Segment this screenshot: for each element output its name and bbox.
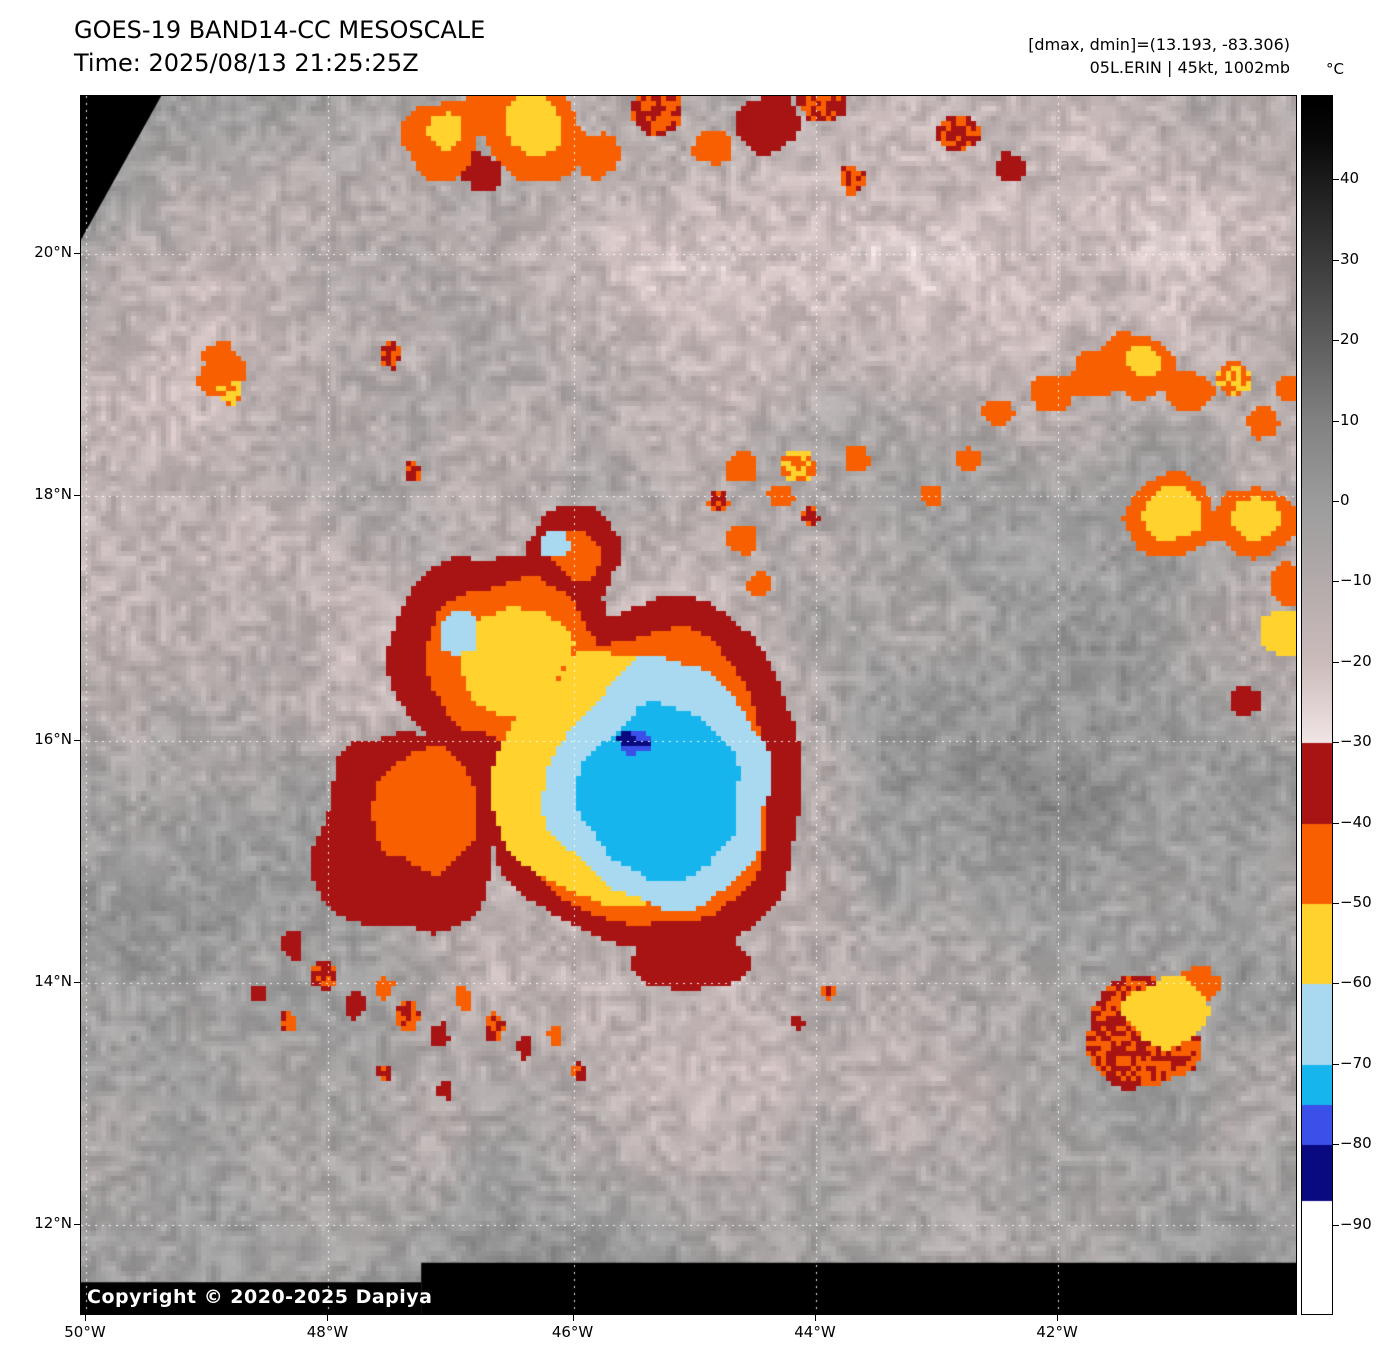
satellite-map: Copyright © 2020-2025 Dapiya [80,95,1297,1315]
colorbar-tick-mark [1333,822,1339,824]
colorbar-tick-mark [1333,420,1339,422]
colorbar-tick-mark [1333,1224,1339,1226]
colorbar-tick-label: 30 [1340,249,1360,268]
colorbar-tick-mark [1333,661,1339,663]
lat-tick-label: 12°N [34,1213,72,1232]
colorbar-tick-label: −30 [1340,732,1372,751]
colorbar-tick-mark [1333,983,1339,985]
lat-tick-mark [74,252,80,254]
product-title: GOES-19 BAND14-CC MESOSCALE [74,16,486,44]
colorbar-tick-label: 40 [1340,169,1360,188]
colorbar-tick-mark [1333,1144,1339,1146]
colorbar-tick-mark [1333,179,1339,181]
colorbar-unit-label: °C [1326,60,1344,78]
lon-tick-label: 46°W [551,1323,594,1341]
colorbar-tick-label: −10 [1340,571,1372,590]
lat-tick-mark [74,740,80,742]
lat-tick-label: 18°N [34,484,72,503]
header-info: [dmax, dmin]=(13.193, -83.306) 05L.ERIN … [1028,33,1290,79]
colorbar-tick-mark [1333,340,1339,342]
lon-tick-mark [84,1315,86,1321]
lat-tick-label: 14°N [34,971,72,990]
storm-info-label: 05L.ERIN | 45kt, 1002mb [1089,58,1290,77]
lon-tick-mark [1057,1315,1059,1321]
lon-tick-mark [572,1315,574,1321]
lon-tick-label: 42°W [1036,1323,1078,1341]
colorbar-tick-label: −20 [1340,651,1372,670]
colorbar-tick-label: −40 [1340,812,1372,831]
lat-tick-mark [74,1223,80,1225]
lat-tick-label: 20°N [34,242,72,261]
lon-tick-label: 48°W [306,1323,349,1341]
lon-tick-label: 44°W [794,1323,836,1341]
dmax-dmin-label: [dmax, dmin]=(13.193, -83.306) [1028,35,1290,54]
colorbar-tick-mark [1333,742,1339,744]
copyright-label: Copyright © 2020-2025 Dapiya [87,1286,433,1308]
lon-tick-mark [327,1315,329,1321]
colorbar-tick-label: 0 [1340,491,1350,509]
colorbar-tick-mark [1333,1063,1339,1065]
lat-tick-mark [74,494,80,496]
colorbar-tick-mark [1333,902,1339,904]
lat-tick-label: 16°N [34,730,72,749]
timestamp: Time: 2025/08/13 21:25:25Z [74,49,419,77]
satellite-image-canvas [81,96,1296,1314]
lat-tick-mark [74,981,80,983]
lon-tick-label: 50°W [64,1323,106,1341]
colorbar-tick-label: −60 [1340,973,1372,992]
colorbar-tick-label: −80 [1340,1134,1372,1153]
colorbar-tick-label: −50 [1340,892,1372,911]
colorbar-tick-label: 10 [1340,410,1360,429]
colorbar-tick-label: −90 [1340,1214,1372,1233]
colorbar-tick-mark [1333,259,1339,261]
colorbar-tick-mark [1333,581,1339,583]
colorbar-tick-label: 20 [1340,330,1360,349]
colorbar [1301,95,1333,1315]
colorbar-canvas [1302,96,1332,1314]
lon-tick-mark [814,1315,816,1321]
colorbar-tick-label: −70 [1340,1053,1372,1072]
colorbar-tick-mark [1333,501,1339,502]
